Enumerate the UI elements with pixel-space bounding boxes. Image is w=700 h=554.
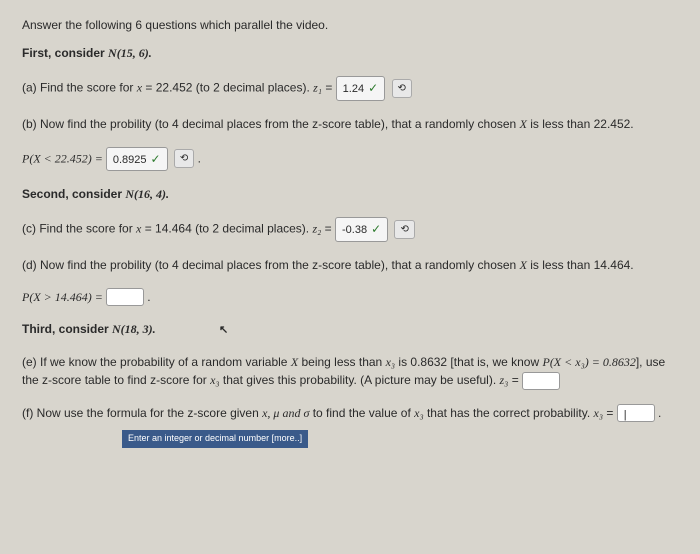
part-e-x3var: x₃ <box>386 355 396 369</box>
part-c-value: -0.38 <box>342 224 367 236</box>
part-f-text1: (f) Now use the formula for the z-score … <box>22 406 262 420</box>
intro-text1: Answer the following 6 questions which p… <box>22 18 328 32</box>
refresh-icon: ⟲ <box>400 224 408 235</box>
part-f-text: (f) Now use the formula for the z-score … <box>22 404 678 423</box>
part-b-text1: (b) Now find the probility (to 4 decimal… <box>22 117 520 131</box>
second-prefix: Second, consider <box>22 187 125 201</box>
checkmark-icon: ✓ <box>368 81 378 95</box>
second-math: N(16, 4). <box>125 187 169 201</box>
part-f-text2: to find the value of <box>309 406 414 420</box>
intro-math: N(15, 6). <box>108 46 152 60</box>
part-b-input[interactable]: 0.8925 ✓ <box>106 147 168 172</box>
part-b-formula-prefix: P(X < 22.452) = <box>22 151 106 165</box>
part-f-x3var2: x₃ <box>594 406 604 420</box>
part-d-text: (d) Now find the probility (to 4 decimal… <box>22 256 678 274</box>
part-f-period: . <box>658 406 661 420</box>
part-d-formula: P(X > 14.464) = . <box>22 288 678 307</box>
third-prefix: Third, consider <box>22 322 112 336</box>
checkmark-icon: ✓ <box>151 152 161 166</box>
part-e-text5: that gives this probability. (A picture … <box>220 373 500 387</box>
part-c-line: (c) Find the score for x = 14.464 (to 2 … <box>22 217 678 242</box>
part-c-zvar: z₂ <box>312 221 321 235</box>
part-b-formula: P(X < 22.452) = 0.8925 ✓ ⟲ . <box>22 147 678 172</box>
part-a-line: (a) Find the score for x = 22.452 (to 2 … <box>22 76 678 101</box>
part-e-text3: is 0.8632 [that is, we know <box>395 355 542 369</box>
refresh-icon: ⟲ <box>398 83 406 94</box>
part-e-x3var2: x₃ <box>210 373 220 387</box>
part-f-vars: x, μ and σ <box>262 406 309 420</box>
part-b-text2: is less than 22.452. <box>527 117 634 131</box>
checkmark-icon: ✓ <box>371 222 381 236</box>
part-e-text2: being less than <box>298 355 385 369</box>
part-c-eqsign: = <box>321 221 335 235</box>
part-c-eq: = 14.464 (to 2 decimal places). <box>141 221 312 235</box>
part-e-text1: (e) If we know the probability of a rand… <box>22 355 291 369</box>
intro-prefix: First, consider <box>22 46 108 60</box>
part-b-value: 0.8925 <box>113 154 147 166</box>
part-a-eq: = 22.452 (to 2 decimal places). <box>142 80 313 94</box>
part-b-period: . <box>198 151 201 165</box>
part-a-input[interactable]: 1.24 ✓ <box>336 76 385 101</box>
intro-line1: Answer the following 6 questions which p… <box>22 16 678 34</box>
refresh-button-a[interactable]: ⟲ <box>392 79 412 98</box>
part-f-hint-line: Enter an integer or decimal number [more… <box>122 428 678 448</box>
part-f-eqsign: = <box>603 406 617 420</box>
cursor-icon: ↖ <box>219 324 228 336</box>
intro-line2: First, consider N(15, 6). <box>22 44 678 62</box>
part-f-x3var: x₃ <box>414 406 424 420</box>
part-e-eqsign: = <box>508 373 522 387</box>
third-line: Third, consider N(18, 3). ↖ <box>22 320 678 339</box>
part-c-prefix: (c) Find the score for <box>22 221 136 235</box>
refresh-button-c[interactable]: ⟲ <box>394 220 414 239</box>
part-a-eqsign: = <box>322 80 336 94</box>
part-d-formula-prefix: P(X > 14.464) = <box>22 290 106 304</box>
part-d-text2: is less than 14.464. <box>527 258 634 272</box>
part-a-prefix: (a) Find the score for <box>22 80 137 94</box>
part-f-input[interactable]: | <box>617 404 655 422</box>
part-a-value: 1.24 <box>343 83 364 95</box>
part-d-period: . <box>147 290 150 304</box>
part-a-zvar: z₁ <box>313 80 322 94</box>
refresh-icon: ⟲ <box>180 153 188 164</box>
part-d-text1: (d) Now find the probility (to 4 decimal… <box>22 258 520 272</box>
part-e-input[interactable] <box>522 372 560 390</box>
part-b-text: (b) Now find the probility (to 4 decimal… <box>22 115 678 133</box>
third-math: N(18, 3). <box>112 322 156 336</box>
part-e-text: (e) If we know the probability of a rand… <box>22 353 678 390</box>
part-e-formula: P(X < x₃) = 0.8632 <box>542 355 635 369</box>
part-c-input[interactable]: -0.38 ✓ <box>335 217 388 242</box>
hint-box: Enter an integer or decimal number [more… <box>122 430 308 448</box>
refresh-button-b[interactable]: ⟲ <box>174 149 194 168</box>
part-d-input[interactable] <box>106 288 144 306</box>
part-d-xvar: X <box>520 258 527 272</box>
part-f-text3: that has the correct probability. <box>424 406 594 420</box>
part-b-xvar: X <box>520 117 527 131</box>
second-line: Second, consider N(16, 4). <box>22 185 678 203</box>
